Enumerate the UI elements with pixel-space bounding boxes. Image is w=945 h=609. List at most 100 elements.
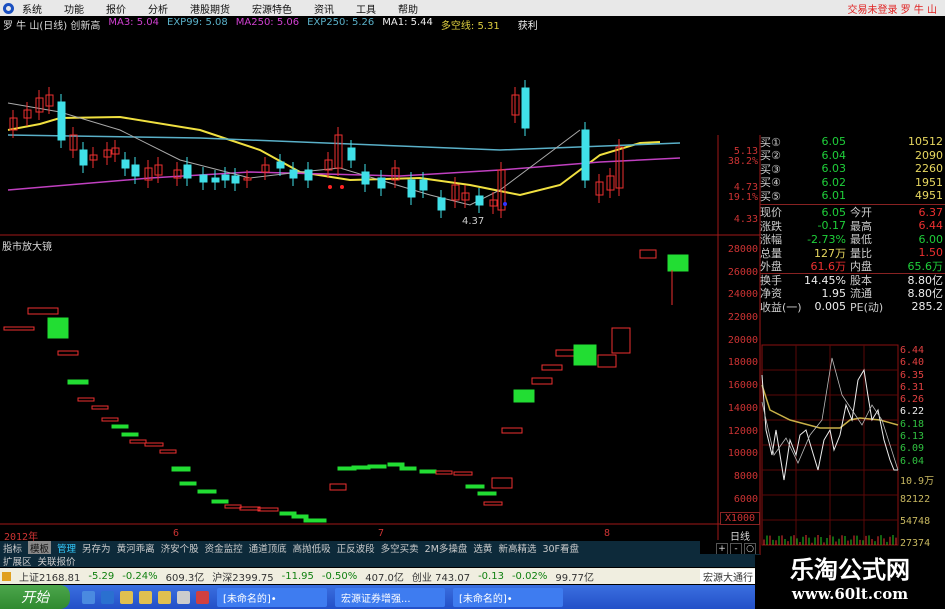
axis-label: 38.2% [727,156,758,167]
tab-12[interactable]: 选黄 [473,543,493,555]
candle [407,179,416,198]
candle [69,134,78,151]
start-button[interactable]: 开始 [0,585,70,609]
date-month: 7 [378,528,385,539]
zoom-bar [573,344,597,366]
stat-label: PE(动) [850,300,884,314]
bid-row[interactable]: 买④ 6.02 1951 [760,176,945,190]
tab-14[interactable]: 30F看盘 [542,543,580,555]
tab-extension[interactable]: 扩展区 [3,556,32,568]
task-unnamed-1[interactable]: [未命名的]• [217,587,327,607]
zoom-bar [419,469,437,474]
tab-7[interactable]: 通道顶底 [248,543,287,555]
stat-value: 285.2 [911,300,944,314]
menu-tools[interactable]: 工具 [356,4,376,16]
candle [131,164,140,177]
zoom-bar [303,518,327,523]
axis-label: 14000 [727,402,758,414]
menu-function[interactable]: 功能 [64,4,84,16]
menu-info[interactable]: 资讯 [314,4,334,16]
volume-label: 82122 [900,493,931,505]
bid-label: 买③ [760,162,781,176]
zoom-bar [279,511,297,516]
tab-2[interactable]: 管理 [57,543,77,555]
stat-label: 内盘 [850,260,872,274]
document-icon[interactable] [177,590,190,604]
candle [79,149,88,166]
zoom-bar [329,483,347,491]
ma-line-purple [7,157,681,191]
stat-value: 8.80亿 [907,287,944,301]
menu-system[interactable]: 系统 [22,4,42,16]
volume-label: 54748 [900,515,931,527]
menu-hongyuan[interactable]: 宏源特色 [252,4,292,16]
tab-8[interactable]: 高抛低吸 [292,543,331,555]
stat-label: 最低 [850,233,872,247]
candle [261,164,270,173]
tab-1[interactable]: 模板 [28,540,52,555]
index-bar: 上证2168.81 -5.29 -0.24% 609.3亿 沪深2399.75 … [0,568,760,584]
axis-unit: X1000 [720,512,760,525]
ie-icon[interactable] [82,590,95,604]
price-line [761,368,898,481]
folder-icon[interactable] [158,590,171,604]
bid-price: 6.05 [821,135,847,149]
candle [23,109,32,119]
sz-index[interactable]: 沪深2399.75 [212,572,274,584]
zoom-bar [121,432,139,437]
sh-change: -5.29 [88,570,115,582]
zoom-bar [257,507,279,512]
menu-analysis[interactable]: 分析 [148,4,168,16]
tab-4[interactable]: 黄河乖离 [116,543,155,555]
app-icon[interactable] [196,590,209,604]
folder-icon[interactable] [120,590,133,604]
quote-panel: 买① 6.05 10512 买② 6.04 2090 买③ 6.03 2260 买④ 6.02 195… [760,135,945,335]
candle [231,175,240,184]
login-status[interactable]: 交易未登录 罗 牛 山 [847,4,937,16]
stat-row: 现价 6.05 今开 6.37 [760,206,945,220]
axis-label: 18000 [727,357,758,369]
bid-price: 6.04 [821,148,847,162]
zoom-bar [171,466,191,472]
sh-pct: -0.24% [122,570,158,582]
tab-9[interactable]: 正反波段 [336,543,375,555]
tab-0[interactable]: 指标 [3,543,23,555]
volume-label: 27374 [900,537,931,549]
candle [451,184,460,201]
tab-6[interactable]: 资金监控 [204,543,243,555]
menu-quote[interactable]: 报价 [106,4,126,16]
bid-label: 买④ [760,176,781,190]
task-hongyuan[interactable]: 宏源证券增强... [335,587,445,607]
zoom-bar [483,501,503,506]
menu-hk-futures[interactable]: 港股期货 [190,4,230,16]
tab-5[interactable]: 济安个股 [160,543,199,555]
candle [595,181,604,196]
bid-row[interactable]: 买③ 6.03 2260 [760,162,945,176]
cy-index[interactable]: 创业 743.07 [411,572,471,584]
tab-3[interactable]: 另存为 [82,543,111,555]
tab-13[interactable]: 新高精选 [498,543,537,555]
stat-value: 14.45% [804,273,846,287]
candle [347,147,356,161]
broker-label[interactable]: 宏源大通行 [700,568,756,584]
task-unnamed-2[interactable]: [未命名的]• [453,587,563,607]
bid-row[interactable]: 买① 6.05 10512 [760,135,945,149]
tab-11[interactable]: 2M多操盘 [424,543,468,555]
tab-10[interactable]: 多空买卖 [380,543,419,555]
period-label[interactable]: 日线 [730,532,750,543]
folder-icon[interactable] [139,590,152,604]
zoom-bar [555,349,575,357]
tab-related-quote[interactable]: 关联报价 [37,556,76,568]
bid-row[interactable]: 买② 6.04 2090 [760,149,945,163]
bid-price: 6.01 [821,189,847,203]
zoom-bar [291,514,309,519]
stat-label: 收益(一) [760,300,802,314]
stat-row: 总量 127万 量比 1.50 [760,246,945,260]
browser-icon[interactable] [101,590,114,604]
profit-label: 获利 [517,21,538,32]
candle [57,101,66,141]
menu-help[interactable]: 帮助 [398,4,418,16]
bid-row[interactable]: 买⑤ 6.01 4951 [760,189,945,203]
sh-index[interactable]: 上证2168.81 [19,572,81,584]
